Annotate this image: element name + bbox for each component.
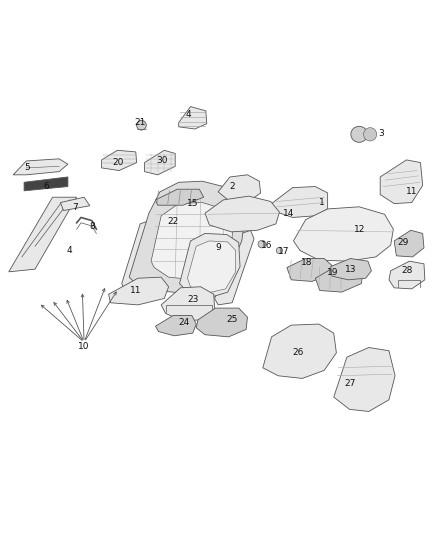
Text: 26: 26 bbox=[292, 349, 304, 357]
Polygon shape bbox=[151, 203, 233, 280]
Polygon shape bbox=[60, 197, 90, 211]
Text: 19: 19 bbox=[327, 269, 339, 277]
Polygon shape bbox=[215, 230, 254, 305]
Text: 3: 3 bbox=[378, 129, 384, 138]
Text: 28: 28 bbox=[402, 266, 413, 275]
Polygon shape bbox=[293, 207, 393, 261]
Text: 11: 11 bbox=[406, 188, 417, 196]
Polygon shape bbox=[394, 230, 424, 257]
Text: 11: 11 bbox=[130, 286, 141, 295]
Text: 8: 8 bbox=[89, 222, 95, 231]
Polygon shape bbox=[155, 189, 204, 205]
Text: 27: 27 bbox=[345, 379, 356, 388]
Text: 13: 13 bbox=[345, 265, 356, 273]
Polygon shape bbox=[161, 287, 215, 321]
Text: 9: 9 bbox=[215, 244, 221, 252]
Ellipse shape bbox=[364, 127, 377, 141]
Ellipse shape bbox=[225, 182, 237, 193]
Text: 17: 17 bbox=[278, 247, 290, 256]
Polygon shape bbox=[179, 107, 207, 129]
Polygon shape bbox=[109, 277, 169, 305]
Text: 16: 16 bbox=[261, 241, 273, 249]
Text: 30: 30 bbox=[156, 157, 168, 165]
Polygon shape bbox=[155, 316, 196, 336]
Polygon shape bbox=[122, 220, 155, 290]
Polygon shape bbox=[331, 259, 371, 280]
Ellipse shape bbox=[243, 182, 255, 193]
Text: 18: 18 bbox=[301, 258, 312, 266]
Polygon shape bbox=[187, 241, 236, 293]
Ellipse shape bbox=[276, 247, 283, 254]
Text: 24: 24 bbox=[178, 318, 190, 327]
Text: 6: 6 bbox=[43, 182, 49, 191]
Polygon shape bbox=[263, 324, 336, 378]
Polygon shape bbox=[389, 261, 425, 289]
Polygon shape bbox=[315, 266, 363, 292]
Text: 4: 4 bbox=[67, 246, 72, 255]
Text: 7: 7 bbox=[72, 204, 78, 212]
Text: 22: 22 bbox=[167, 217, 179, 225]
Polygon shape bbox=[272, 187, 328, 217]
Text: 20: 20 bbox=[113, 158, 124, 167]
Text: 21: 21 bbox=[134, 118, 146, 127]
Text: 23: 23 bbox=[187, 295, 198, 304]
Text: 4: 4 bbox=[186, 110, 191, 119]
Polygon shape bbox=[205, 196, 279, 232]
Ellipse shape bbox=[137, 120, 146, 130]
Polygon shape bbox=[9, 197, 77, 272]
Text: 10: 10 bbox=[78, 342, 90, 351]
Polygon shape bbox=[218, 175, 261, 203]
Polygon shape bbox=[334, 348, 395, 411]
Text: 5: 5 bbox=[24, 164, 30, 172]
Text: 25: 25 bbox=[226, 316, 238, 324]
Text: 2: 2 bbox=[230, 182, 235, 191]
Ellipse shape bbox=[258, 240, 266, 248]
Text: 14: 14 bbox=[283, 209, 295, 217]
Polygon shape bbox=[102, 150, 137, 171]
Ellipse shape bbox=[351, 126, 367, 142]
Polygon shape bbox=[159, 212, 182, 227]
Polygon shape bbox=[129, 181, 245, 293]
Text: 15: 15 bbox=[187, 199, 198, 208]
Text: 29: 29 bbox=[397, 238, 409, 247]
Polygon shape bbox=[24, 177, 68, 191]
Text: 12: 12 bbox=[353, 225, 365, 233]
Polygon shape bbox=[380, 160, 423, 204]
Text: 1: 1 bbox=[319, 198, 325, 207]
Polygon shape bbox=[196, 308, 247, 337]
Polygon shape bbox=[145, 150, 175, 175]
Polygon shape bbox=[180, 233, 240, 298]
Polygon shape bbox=[287, 259, 332, 281]
Polygon shape bbox=[13, 159, 68, 175]
